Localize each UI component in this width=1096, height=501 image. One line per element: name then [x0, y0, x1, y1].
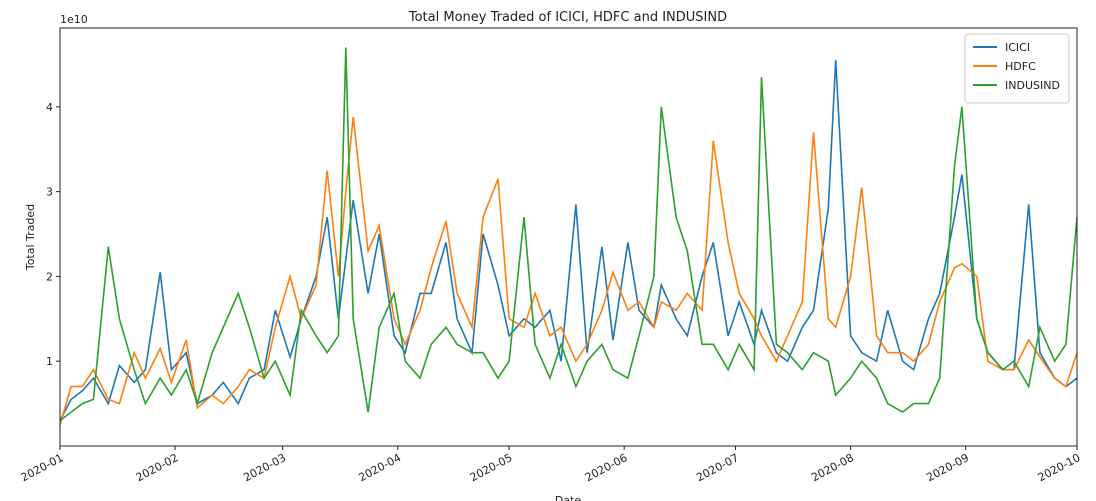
x-tick-label: 2020-08	[809, 451, 856, 484]
y-tick-label: 2	[46, 270, 53, 283]
series-line	[59, 60, 1078, 421]
x-tick-label: 2020-04	[356, 451, 403, 484]
x-tick-label: 2020-06	[583, 451, 630, 484]
x-tick-label: 2020-10	[1036, 451, 1083, 484]
y-tick-label: 4	[46, 101, 53, 114]
series-line	[59, 116, 1078, 426]
x-tick-label: 2020-07	[694, 451, 741, 484]
x-tick-label: 2020-09	[924, 451, 971, 484]
legend-label: INDUSIND	[1005, 79, 1060, 92]
y-tick-label: 3	[46, 186, 53, 199]
legend-label: HDFC	[1005, 60, 1036, 73]
x-tick-label: 2020-01	[19, 451, 66, 484]
plot-frame	[59, 27, 1078, 447]
y-tick-label: 1	[46, 355, 53, 368]
x-axis-label: Date	[555, 494, 582, 501]
chart-title: Total Money Traded of ICICI, HDFC and IN…	[408, 10, 727, 25]
y-axis-label: Total Traded	[24, 204, 37, 271]
legend-label: ICICI	[1005, 41, 1030, 54]
y-offset-label: 1e10	[60, 13, 88, 26]
x-tick-label: 2020-02	[134, 451, 181, 484]
x-tick-label: 2020-05	[468, 451, 515, 484]
series-line	[59, 47, 1078, 422]
x-tick-label: 2020-03	[241, 451, 288, 484]
